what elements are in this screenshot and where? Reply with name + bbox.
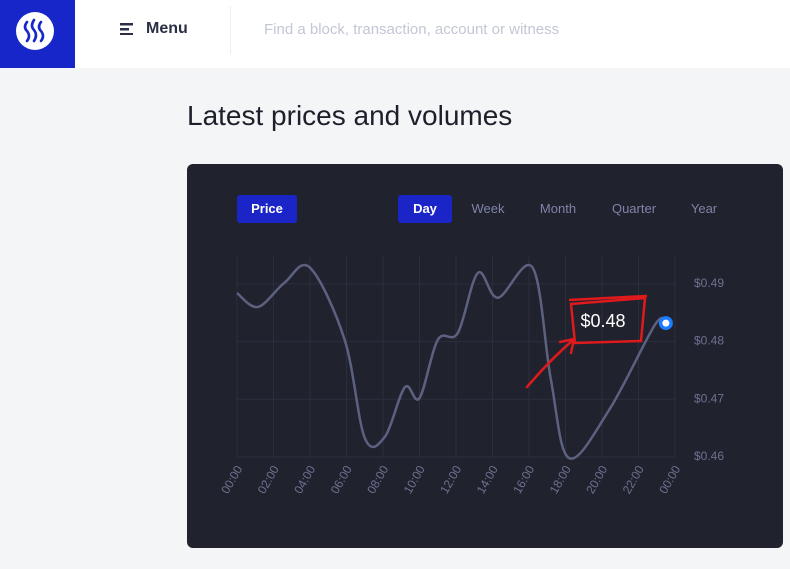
logo-icon <box>16 12 54 50</box>
x-tick-label: 16:00 <box>510 463 537 496</box>
logo[interactable] <box>0 0 75 68</box>
x-tick-label: 08:00 <box>364 463 391 496</box>
x-tick-label: 12:00 <box>437 463 464 496</box>
annotation-box <box>568 294 648 345</box>
x-tick-label: 00:00 <box>218 463 245 496</box>
y-tick-label: $0.49 <box>694 276 724 290</box>
x-tick-label: 04:00 <box>291 463 318 496</box>
x-tick-label: 06:00 <box>328 463 355 496</box>
menu-button[interactable]: Menu <box>120 20 188 38</box>
period-tab[interactable]: Month <box>539 201 577 216</box>
x-tick-label: 22:00 <box>620 463 647 496</box>
period-tab[interactable]: Week <box>471 201 505 216</box>
current-point-center <box>662 319 670 327</box>
x-tick-label: 02:00 <box>255 463 282 496</box>
page-title: Latest prices and volumes <box>187 100 513 131</box>
chart-panel: Price Day Week Month Quarter Year <box>187 164 783 548</box>
y-tick-label: $0.48 <box>694 334 724 348</box>
search-input[interactable]: Find a block, transaction, account or wi… <box>264 21 560 38</box>
period-tab[interactable]: Quarter <box>611 201 657 216</box>
x-tick-label: 00:00 <box>656 463 683 496</box>
x-tick-label: 14:00 <box>474 463 501 496</box>
menu-label: Menu <box>146 20 188 37</box>
separator <box>230 6 231 54</box>
x-tick-label: 10:00 <box>401 463 428 496</box>
y-tick-label: $0.46 <box>694 449 724 463</box>
price-line <box>236 263 668 460</box>
menu-icon <box>120 23 133 35</box>
period-tab[interactable]: Year <box>690 201 718 216</box>
period-tab[interactable]: Day <box>398 195 452 223</box>
y-tick-label: $0.47 <box>694 391 724 405</box>
annotation-arrow <box>525 337 576 389</box>
x-tick-label: 18:00 <box>547 463 574 496</box>
header: Menu Find a block, transaction, account … <box>0 0 790 68</box>
x-tick-label: 20:00 <box>583 463 610 496</box>
annotation-label: $0.48 <box>580 311 625 331</box>
metric-tab[interactable]: Price <box>237 195 297 223</box>
